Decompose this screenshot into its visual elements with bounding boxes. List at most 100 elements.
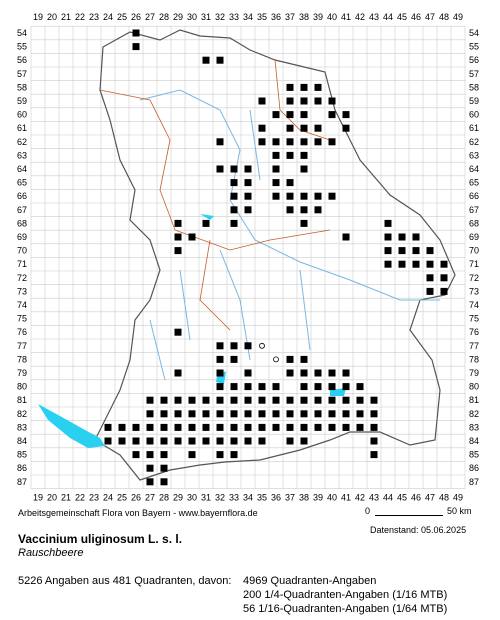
row-label: 71 — [469, 259, 479, 269]
occurrence — [230, 219, 238, 227]
open-occurrence — [273, 356, 279, 363]
rivers — [139, 89, 440, 381]
row-label: 83 — [17, 422, 27, 432]
column-label: 38 — [299, 493, 309, 503]
occurrence — [286, 138, 294, 146]
column-label: 34 — [243, 493, 253, 503]
occurrence — [412, 260, 420, 268]
row-label: 62 — [469, 137, 479, 147]
row-label: 81 — [469, 395, 479, 405]
occurrence — [174, 247, 182, 255]
occurrence — [104, 437, 112, 445]
occurrence — [286, 151, 294, 159]
occurrence — [160, 464, 168, 472]
occurrence — [216, 383, 224, 391]
row-label: 77 — [17, 341, 27, 351]
occurrence — [384, 219, 392, 227]
occurrence — [230, 423, 238, 431]
map: 19 19 20 20 21 21 22 22 23 23 24 24 25 25 26 26 27 27 28 28… — [17, 12, 479, 503]
column-label: 35 — [257, 12, 267, 22]
row-label: 72 — [469, 273, 479, 283]
occurrence — [258, 138, 266, 146]
column-label: 46 — [411, 493, 421, 503]
occurrence — [216, 410, 224, 418]
occurrence — [160, 451, 168, 459]
occurrence — [244, 165, 252, 173]
occurrence — [286, 192, 294, 200]
occurrence — [272, 179, 280, 187]
column-label: 25 — [117, 493, 127, 503]
occurrence — [244, 423, 252, 431]
detail: 4969 Quadranten-Angaben — [243, 575, 377, 587]
occurrence — [314, 83, 322, 91]
occurrence — [384, 233, 392, 241]
occurrence — [202, 437, 210, 445]
column-label: 40 — [327, 493, 337, 503]
occurrence — [244, 179, 252, 187]
row-label: 87 — [469, 477, 479, 487]
row-label: 56 — [17, 55, 27, 65]
occurrence — [426, 274, 434, 282]
occurrence — [398, 247, 406, 255]
occurrence — [188, 233, 196, 241]
district-borders — [99, 59, 331, 331]
column-label: 46 — [411, 12, 421, 22]
occurrence — [146, 423, 154, 431]
row-label: 79 — [469, 368, 479, 378]
occurrence — [286, 83, 294, 91]
occurrence — [132, 43, 140, 51]
row-label: 69 — [17, 232, 27, 242]
occurrence — [230, 410, 238, 418]
occurrence — [188, 437, 196, 445]
occurrence — [342, 423, 350, 431]
column-label: 22 — [75, 12, 85, 22]
occurrence — [230, 342, 238, 350]
occurrence — [188, 410, 196, 418]
occurrence — [300, 355, 308, 363]
column-label: 49 — [453, 493, 463, 503]
occurrence — [244, 342, 252, 350]
occurrence — [258, 124, 266, 132]
occurrence — [160, 396, 168, 404]
row-label: 66 — [469, 191, 479, 201]
column-label: 40 — [327, 12, 337, 22]
row-label: 69 — [469, 232, 479, 242]
occurrence — [188, 396, 196, 404]
row-label: 60 — [17, 110, 27, 120]
column-label: 47 — [425, 493, 435, 503]
occurrence — [300, 437, 308, 445]
row-label: 55 — [469, 42, 479, 52]
occurrence — [286, 206, 294, 214]
row-label: 82 — [17, 409, 27, 419]
column-label: 26 — [131, 493, 141, 503]
occurrence — [384, 247, 392, 255]
occurrence — [300, 111, 308, 119]
occurrence — [440, 287, 448, 295]
row-label: 86 — [469, 463, 479, 473]
occurrence — [272, 396, 280, 404]
occurrence — [314, 369, 322, 377]
occurrence — [286, 124, 294, 132]
occurrence — [426, 247, 434, 255]
row-label: 75 — [17, 314, 27, 324]
row-label: 80 — [469, 382, 479, 392]
row-label: 70 — [469, 246, 479, 256]
column-label: 27 — [145, 12, 155, 22]
row-label: 70 — [17, 246, 27, 256]
occurrence — [328, 369, 336, 377]
occurrence — [230, 206, 238, 214]
occurrence — [258, 437, 266, 445]
occurrence — [230, 451, 238, 459]
occurrence — [202, 56, 210, 64]
occurrence — [398, 233, 406, 241]
occurrence — [300, 410, 308, 418]
occurrence — [230, 396, 238, 404]
occurrence — [286, 179, 294, 187]
occurrence — [314, 423, 322, 431]
column-label: 20 — [47, 493, 57, 503]
row-label: 80 — [17, 382, 27, 392]
row-label: 86 — [17, 463, 27, 473]
occurrence — [188, 423, 196, 431]
occurrence — [272, 383, 280, 391]
column-label: 27 — [145, 493, 155, 503]
